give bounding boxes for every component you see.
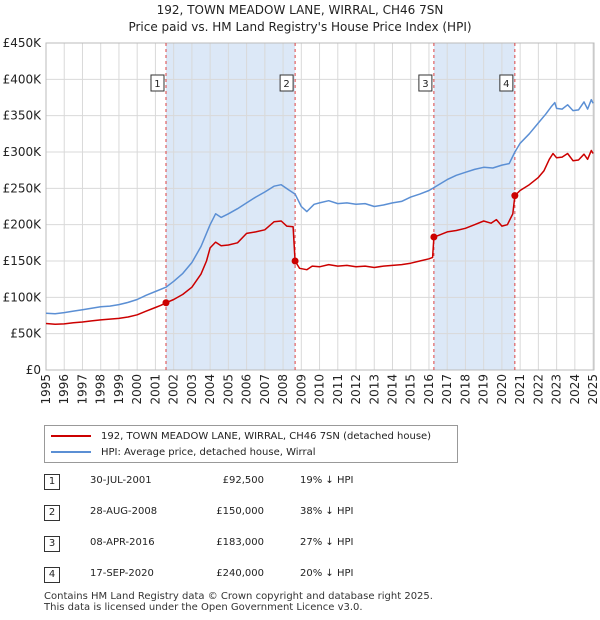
legend-item-hpi: HPI: Average price, detached house, Wirr… bbox=[51, 445, 316, 459]
y-tick-label: £0 bbox=[26, 363, 41, 377]
sale-row: 3 08-APR-2016 £183,000 27% ↓ HPI bbox=[44, 536, 564, 567]
y-tick-label: £350K bbox=[3, 109, 43, 123]
sale-number-box bbox=[150, 74, 165, 92]
sale-date: 30-JUL-2001 bbox=[90, 475, 152, 486]
legend-swatch-hpi bbox=[51, 451, 91, 453]
sale-hpi-diff: 38% ↓ HPI bbox=[300, 506, 354, 517]
x-tick-label: 1998 bbox=[94, 374, 108, 405]
x-tick-label: 2002 bbox=[167, 374, 181, 405]
price-paid-line bbox=[45, 149, 594, 325]
x-tick-label: 2009 bbox=[294, 374, 308, 405]
x-tick-label: 1999 bbox=[112, 374, 126, 405]
y-tick-label: £250K bbox=[3, 181, 43, 195]
y-tick-label: £100K bbox=[3, 290, 43, 304]
y-tick-label: £150K bbox=[3, 254, 43, 268]
legend-swatch-price bbox=[51, 435, 91, 437]
price-chart: £0 £50K £100K £150K £200K £250K £300K £350K £400… bbox=[3, 36, 600, 405]
footer-copyright: Contains HM Land Registry data © Crown c… bbox=[44, 591, 433, 602]
sale-number-badge: 4 bbox=[44, 567, 60, 583]
x-tick-label: 2020 bbox=[495, 374, 509, 405]
sale-number-badge: 2 bbox=[44, 505, 60, 521]
x-tick-label: 1995 bbox=[39, 374, 53, 405]
x-tick-label: 2013 bbox=[367, 374, 381, 405]
x-tick-label: 2025 bbox=[586, 374, 600, 405]
sale-point bbox=[430, 233, 438, 241]
sale-number-box bbox=[499, 74, 514, 92]
x-tick-label: 2022 bbox=[531, 374, 545, 405]
x-tick-label: 2000 bbox=[130, 374, 144, 405]
sale-date: 08-APR-2016 bbox=[90, 537, 155, 548]
sale-number-badge: 1 bbox=[44, 474, 60, 490]
sale-number-label: 3 bbox=[422, 79, 428, 90]
x-tick-label: 2003 bbox=[185, 374, 199, 405]
legend: 192, TOWN MEADOW LANE, WIRRAL, CH46 7SN … bbox=[44, 425, 458, 463]
x-tick-label: 2006 bbox=[240, 374, 254, 405]
sale-number-label: 2 bbox=[283, 79, 289, 90]
sale-point bbox=[511, 192, 519, 200]
y-tick-label: £300K bbox=[3, 145, 43, 159]
sale-hpi-diff: 19% ↓ HPI bbox=[300, 475, 354, 486]
x-tick-label: 2023 bbox=[550, 374, 564, 405]
sale-number-box bbox=[279, 74, 294, 92]
x-tick-label: 2011 bbox=[331, 374, 345, 405]
x-tick-label: 2015 bbox=[404, 374, 418, 405]
hpi-line bbox=[45, 98, 594, 315]
plot-border bbox=[45, 42, 595, 371]
x-tick-label: 2008 bbox=[276, 374, 290, 405]
sale-hpi-diff: 27% ↓ HPI bbox=[300, 537, 354, 548]
sale-row: 4 17-SEP-2020 £240,000 20% ↓ HPI bbox=[44, 567, 564, 598]
sale-point bbox=[291, 257, 299, 265]
legend-label-price: 192, TOWN MEADOW LANE, WIRRAL, CH46 7SN … bbox=[101, 430, 432, 442]
x-tick-label: 2016 bbox=[422, 374, 436, 405]
sale-number-label: 4 bbox=[503, 79, 509, 90]
sale-point bbox=[162, 299, 170, 307]
sale-price: £150,000 bbox=[216, 506, 264, 517]
sale-price: £183,000 bbox=[216, 537, 264, 548]
sale-date: 28-AUG-2008 bbox=[90, 506, 158, 517]
chart-title: 192, TOWN MEADOW LANE, WIRRAL, CH46 7SN bbox=[156, 3, 444, 17]
y-tick-label: £450K bbox=[3, 36, 43, 50]
sale-row: 2 28-AUG-2008 £150,000 38% ↓ HPI bbox=[44, 505, 564, 536]
sale-number-label: 1 bbox=[154, 79, 160, 90]
footer: Contains HM Land Registry data © Crown c… bbox=[44, 591, 433, 613]
sale-number-badge: 3 bbox=[44, 536, 60, 552]
sale-price: £240,000 bbox=[216, 568, 264, 579]
footer-licence: This data is licensed under the Open Gov… bbox=[44, 602, 363, 613]
x-tick-label: 2012 bbox=[349, 374, 363, 405]
chart-subtitle: Price paid vs. HM Land Registry's House … bbox=[128, 20, 472, 34]
ownership-shade bbox=[165, 43, 296, 370]
x-tick-label: 2024 bbox=[568, 374, 582, 405]
legend-label-hpi: HPI: Average price, detached house, Wirr… bbox=[101, 446, 316, 458]
x-tick-label: 2010 bbox=[313, 374, 327, 405]
sale-hpi-diff: 20% ↓ HPI bbox=[300, 568, 354, 579]
x-tick-label: 2021 bbox=[513, 374, 527, 405]
y-tick-label: £50K bbox=[10, 327, 42, 341]
y-tick-label: £400K bbox=[3, 72, 43, 86]
ownership-shade bbox=[433, 43, 515, 370]
legend-item-price: 192, TOWN MEADOW LANE, WIRRAL, CH46 7SN … bbox=[51, 429, 431, 443]
sale-number-box bbox=[418, 74, 433, 92]
x-tick-label: 2018 bbox=[458, 374, 472, 405]
x-tick-label: 2017 bbox=[440, 374, 454, 405]
x-tick-label: 2001 bbox=[148, 374, 162, 405]
x-tick-label: 1997 bbox=[75, 374, 89, 405]
x-tick-label: 2007 bbox=[258, 374, 272, 405]
sales-table: 1 30-JUL-2001 £92,500 19% ↓ HPI 2 28-AUG… bbox=[44, 474, 564, 598]
x-tick-label: 2005 bbox=[221, 374, 235, 405]
sale-row: 1 30-JUL-2001 £92,500 19% ↓ HPI bbox=[44, 474, 564, 505]
y-tick-label: £200K bbox=[3, 218, 43, 232]
x-tick-label: 2014 bbox=[385, 374, 399, 405]
sale-date: 17-SEP-2020 bbox=[90, 568, 154, 579]
x-tick-label: 2019 bbox=[477, 374, 491, 405]
x-tick-label: 1996 bbox=[57, 374, 71, 405]
x-tick-label: 2004 bbox=[203, 374, 217, 405]
sale-price: £92,500 bbox=[222, 475, 264, 486]
